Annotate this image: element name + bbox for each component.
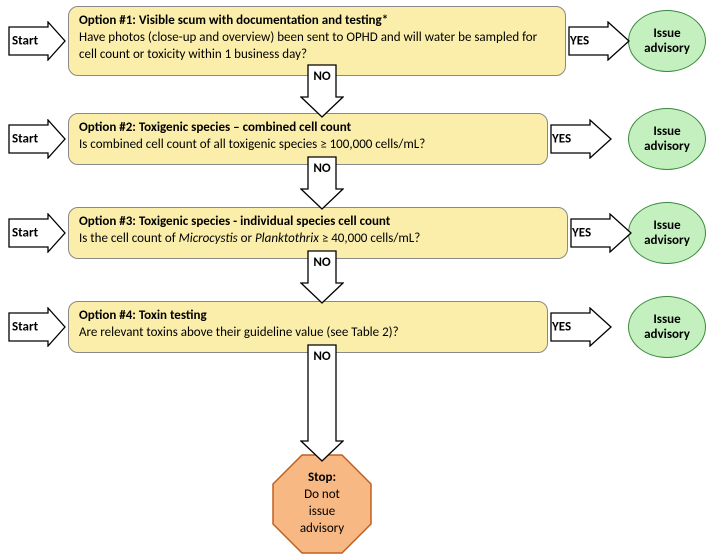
no-label: NO [313,161,330,176]
option-body: Are relevant toxins above their guidelin… [79,325,399,340]
flow-row-1: Start Option #1: Visible scum with docume… [0,6,712,76]
stop-line-1: Do not [304,487,340,504]
flow-row-2: Start Option #2: Toxigenic species – comb… [0,108,712,170]
stop-octagon: Stop: Do not issue advisory [272,454,372,554]
no-arrow-1: NO [300,64,344,118]
yes-label: YES [552,132,571,147]
yes-arrow: YES [550,307,612,347]
no-arrow-3: NO [300,250,344,304]
flow-row-3: Start Option #3: Toxigenic species - indi… [0,202,712,264]
yes-arrow: YES [568,21,630,61]
issue-line2: advisory [644,233,690,248]
start-label: Start [12,34,38,49]
yes-label: YES [572,226,591,241]
stop-line-2: issue [309,504,335,521]
stop-title: Stop: [308,470,336,487]
start-arrow: Start [8,213,66,253]
yes-arrow: YES [570,213,632,253]
option-body: Have photos (close-up and overview) been… [79,30,537,62]
no-arrow-2: NO [300,156,344,210]
stop-line-3: advisory [300,521,344,538]
start-arrow: Start [8,307,66,347]
start-label: Start [12,320,38,335]
issue-line1: Issue [653,312,680,327]
option-body: Is combined cell count of all toxigenic … [79,137,425,152]
issue-line2: advisory [644,327,690,342]
issue-line2: advisory [644,41,690,56]
issue-advisory-ellipse: Issueadvisory [628,296,706,358]
yes-label: YES [552,320,571,335]
start-label: Start [12,226,38,241]
issue-line1: Issue [653,218,680,233]
option-title: Option #3: Toxigenic species - individua… [79,214,557,231]
option-title: Option #1: Visible scum with documentati… [79,13,555,30]
issue-line1: Issue [653,124,680,139]
option-title: Option #2: Toxigenic species – combined … [79,120,537,137]
no-label: NO [313,255,330,270]
issue-advisory-ellipse: Issueadvisory [628,10,706,72]
option-title: Option #4: Toxin testing [79,308,537,325]
issue-line1: Issue [653,26,680,41]
yes-label: YES [570,34,589,49]
start-label: Start [12,132,38,147]
no-label: NO [313,349,330,364]
issue-advisory-ellipse: Issueadvisory [628,202,706,264]
option-body: Is the cell count of Microcystis or Plan… [79,231,420,246]
start-arrow: Start [8,21,66,61]
issue-advisory-ellipse: Issueadvisory [628,108,706,170]
no-arrow-4: NO [300,344,344,462]
issue-line2: advisory [644,139,690,154]
yes-arrow: YES [550,119,612,159]
no-label: NO [313,69,330,84]
start-arrow: Start [8,119,66,159]
flow-row-4: Start Option #4: Toxin testingAre relevan… [0,296,712,358]
